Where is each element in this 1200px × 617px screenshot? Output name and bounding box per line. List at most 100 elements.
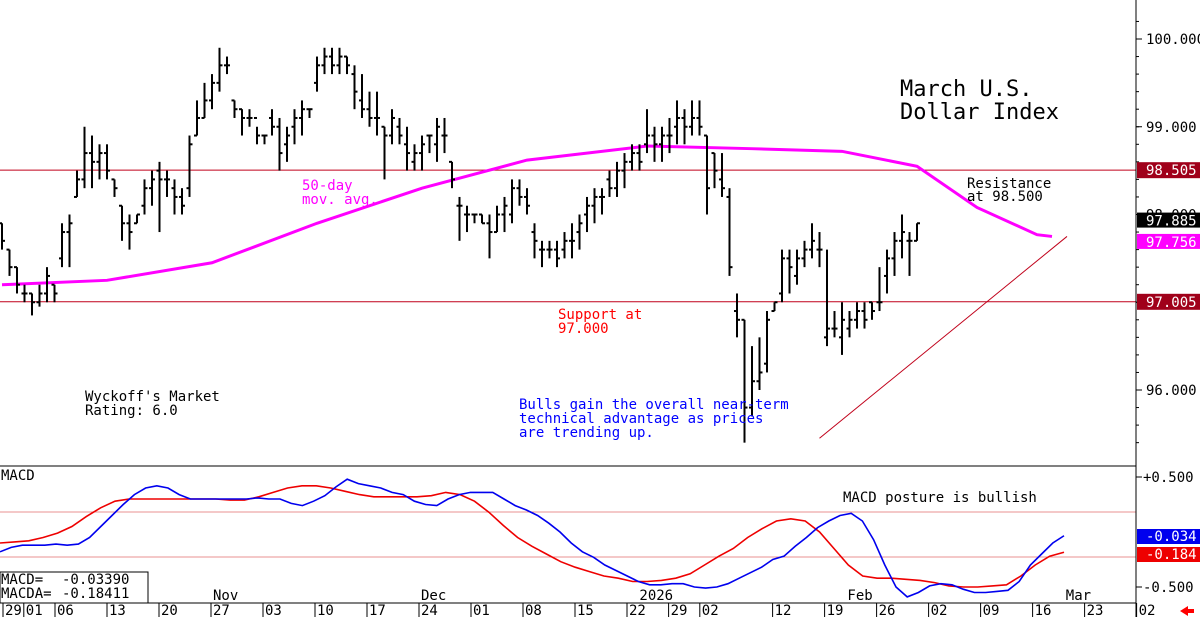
ohlc-bar [179,188,185,215]
ohlc-bar [659,126,665,162]
ohlc-bar [299,100,305,136]
ma-label-line-2: mov. avg. [302,192,378,208]
ohlc-bar [389,109,395,145]
ohlc-bar [89,135,95,189]
ohlc-bar [486,214,493,259]
resistance-tag-box [1137,162,1200,179]
ohlc-bar [141,179,148,215]
x-day-label: 08 [525,603,542,617]
resistance-tag-text: 98.505 [1146,163,1197,179]
ohlc-bar [816,232,823,268]
ohlc-bar [329,47,335,75]
ohlc-bar [269,109,275,136]
macd-readout-value: -0.03390 [62,572,129,588]
x-day-label: 24 [421,603,438,617]
macda-readout-label: MACDA= [1,586,52,602]
ohlc-bar [171,179,178,215]
resistance-label-line-2: at 98.500 [967,189,1043,205]
ohlc-bar [591,188,598,224]
ohlc-bar [831,311,838,338]
x-month-label: Nov [213,588,238,604]
ohlc-bar [231,99,238,118]
macda-tag-text: -0.184 [1146,547,1197,563]
ohlc-bar [539,240,545,268]
ohlc-bar [786,249,793,294]
ohlc-bar [779,249,785,303]
ohlc-bar [0,222,5,250]
x-month-label: 2026 [639,588,673,604]
ohlc-bar [404,126,410,171]
ohlc-bar [156,161,163,233]
chart-title-line-2: Dollar Index [900,100,1059,125]
ohlc-bar [344,55,350,75]
ohlc-bar [846,311,853,338]
x-day-label: 29 [5,603,22,617]
x-day-label: 19 [827,603,844,617]
x-day-label: 10 [317,603,334,617]
support-tag-box [1137,293,1200,310]
ohlc-bar [194,100,200,137]
ohlc-bar [224,56,230,75]
ohlc-bar [14,266,20,294]
macd-y-tick-label: +0.500 [1143,470,1194,486]
ohlc-bar [96,144,103,180]
ohlc-bar [824,249,830,347]
scroll-arrow-icon[interactable] [1180,606,1194,616]
ohlc-bar [246,109,253,127]
commentary-line-1: Bulls gain the overall near-term [519,397,789,413]
ohlc-bar [59,223,65,268]
ohlc-bar [651,126,658,162]
ohlc-bar [726,188,733,276]
ohlc-bar [471,213,478,224]
ohlc-bar [531,223,538,259]
price-tag-box [1137,212,1200,228]
ohlc-bar [21,284,28,303]
y-tick-label: 99.000 [1146,120,1197,136]
ohlc-bar [441,117,448,154]
ohlc-bar [509,179,515,224]
ohlc-bar [501,196,508,233]
ohlc-bar [854,302,860,329]
commentary-line-2: technical advantage as prices [519,411,763,427]
macda-readout-value: -0.18411 [62,586,129,602]
price-panel [0,47,1136,443]
annotations: March U.S. Dollar Index 50-day mov. avg.… [1,77,1059,506]
support-tag-text: 97.005 [1146,295,1197,311]
ohlc-bar [876,267,883,312]
ohlc-bar [524,188,530,215]
rating-line-1: Wyckoff's Market [85,389,220,405]
x-month-label: Feb [847,588,872,604]
x-day-label: 23 [1087,603,1104,617]
macd-title: MACD [1,468,35,484]
ohlc-bar [186,135,193,197]
x-day-label: 01 [473,603,490,617]
x-day-label: 01 [26,603,43,617]
ohlc-bar [674,100,680,145]
ohlc-bar [119,204,125,241]
uptrend-line [819,236,1068,439]
ohlc-bar [111,178,118,197]
ohlc-bar [546,240,553,259]
ohlc-bar [839,302,845,355]
ohlc-bar [599,188,605,215]
ohlc-bar [584,196,590,233]
ohlc-bar [801,240,808,268]
ohlc-bar [494,205,500,234]
x-day-label: 09 [983,603,1000,617]
x-month-label: Dec [421,588,446,604]
ohlc-bar [366,91,373,127]
ohlc-bar [764,311,770,373]
ohlc-bar [396,117,403,145]
ohlc-bar [81,126,88,189]
price-tag-text: 97.885 [1146,214,1197,230]
ohlc-bar [899,214,905,259]
ohlc-bar [561,232,568,259]
ohlc-bar [771,301,778,313]
macd-tag-text: -0.034 [1146,529,1197,545]
x-day-label: 03 [265,603,282,617]
macd-tag-box [1137,529,1200,544]
ohlc-bar [696,100,703,136]
ohlc-bar [741,318,748,443]
ohlc-bar [891,232,898,276]
